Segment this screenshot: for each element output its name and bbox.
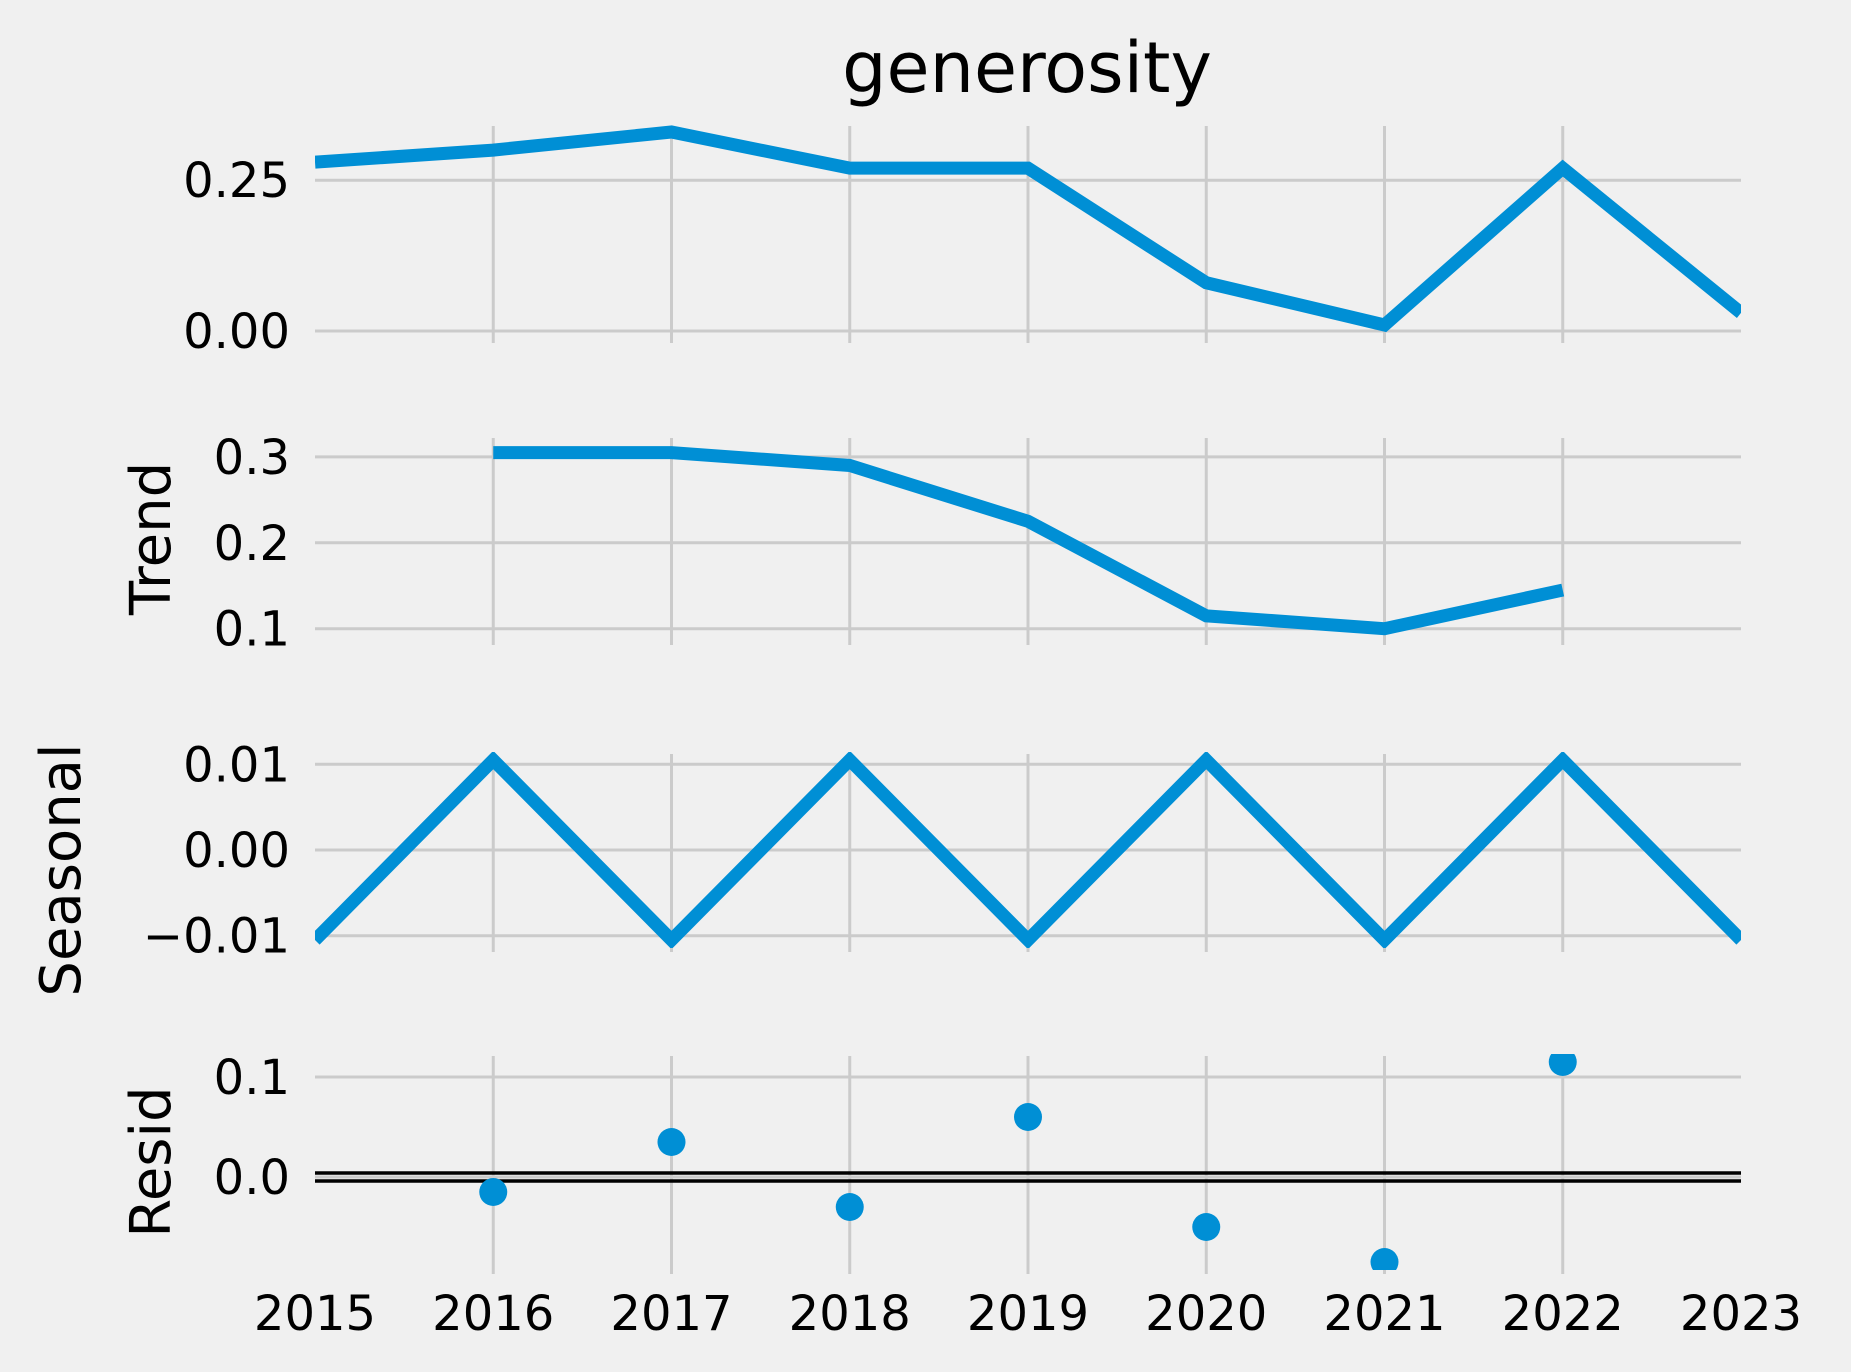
- resid-point: [479, 1178, 508, 1206]
- panel-observed: 0.00 0.25: [183, 125, 1741, 360]
- x-tick-label: 2019: [967, 1286, 1089, 1342]
- panel-seasonal: −0.01 0.00 0.01 Seasonal: [29, 737, 1741, 997]
- y-tick-label: 0.01: [183, 737, 290, 793]
- x-tick-label: 2015: [254, 1286, 376, 1342]
- chart-title: generosity: [842, 27, 1212, 109]
- y-tick-label: 0.25: [183, 153, 290, 209]
- panel-resid: 0.0 0.1 Resid: [119, 1050, 1741, 1274]
- resid-point: [1370, 1248, 1399, 1270]
- resid-point: [1548, 1054, 1577, 1076]
- x-tick-label: 2018: [789, 1286, 911, 1342]
- x-tick-label: 2016: [432, 1286, 554, 1342]
- x-tick-label: 2021: [1323, 1286, 1445, 1342]
- y-axis-label: Seasonal: [29, 743, 94, 996]
- x-axis-tick-labels: 2015 2016 2017 2018 2019 2020 2021 2022 2023: [254, 1286, 1802, 1342]
- y-tick-label: 0.00: [183, 823, 290, 879]
- resid-point: [835, 1193, 864, 1221]
- y-tick-label: 0.2: [214, 516, 290, 572]
- resid-point: [1192, 1213, 1221, 1241]
- resid-point: [1014, 1103, 1042, 1131]
- x-tick-label: 2022: [1502, 1286, 1624, 1342]
- trend-line: [493, 446, 1565, 636]
- x-tick-label: 2020: [1145, 1286, 1267, 1342]
- y-tick-label: 0.0: [214, 1150, 290, 1206]
- y-axis-label: Resid: [119, 1086, 184, 1237]
- y-tick-label: −0.01: [143, 909, 290, 965]
- y-tick-label: 0.3: [214, 430, 290, 486]
- observed-line: [315, 125, 1741, 333]
- seasonal-line: [315, 752, 1741, 948]
- y-tick-label: 0.00: [183, 304, 290, 360]
- x-tick-label: 2017: [610, 1286, 732, 1342]
- panel-trend: 0.1 0.2 0.3 Trend: [119, 430, 1741, 658]
- x-tick-label: 2023: [1680, 1286, 1802, 1342]
- y-tick-label: 0.1: [214, 602, 290, 658]
- y-tick-label: 0.1: [214, 1050, 290, 1106]
- resid-point: [657, 1128, 686, 1156]
- y-axis-label: Trend: [119, 462, 184, 616]
